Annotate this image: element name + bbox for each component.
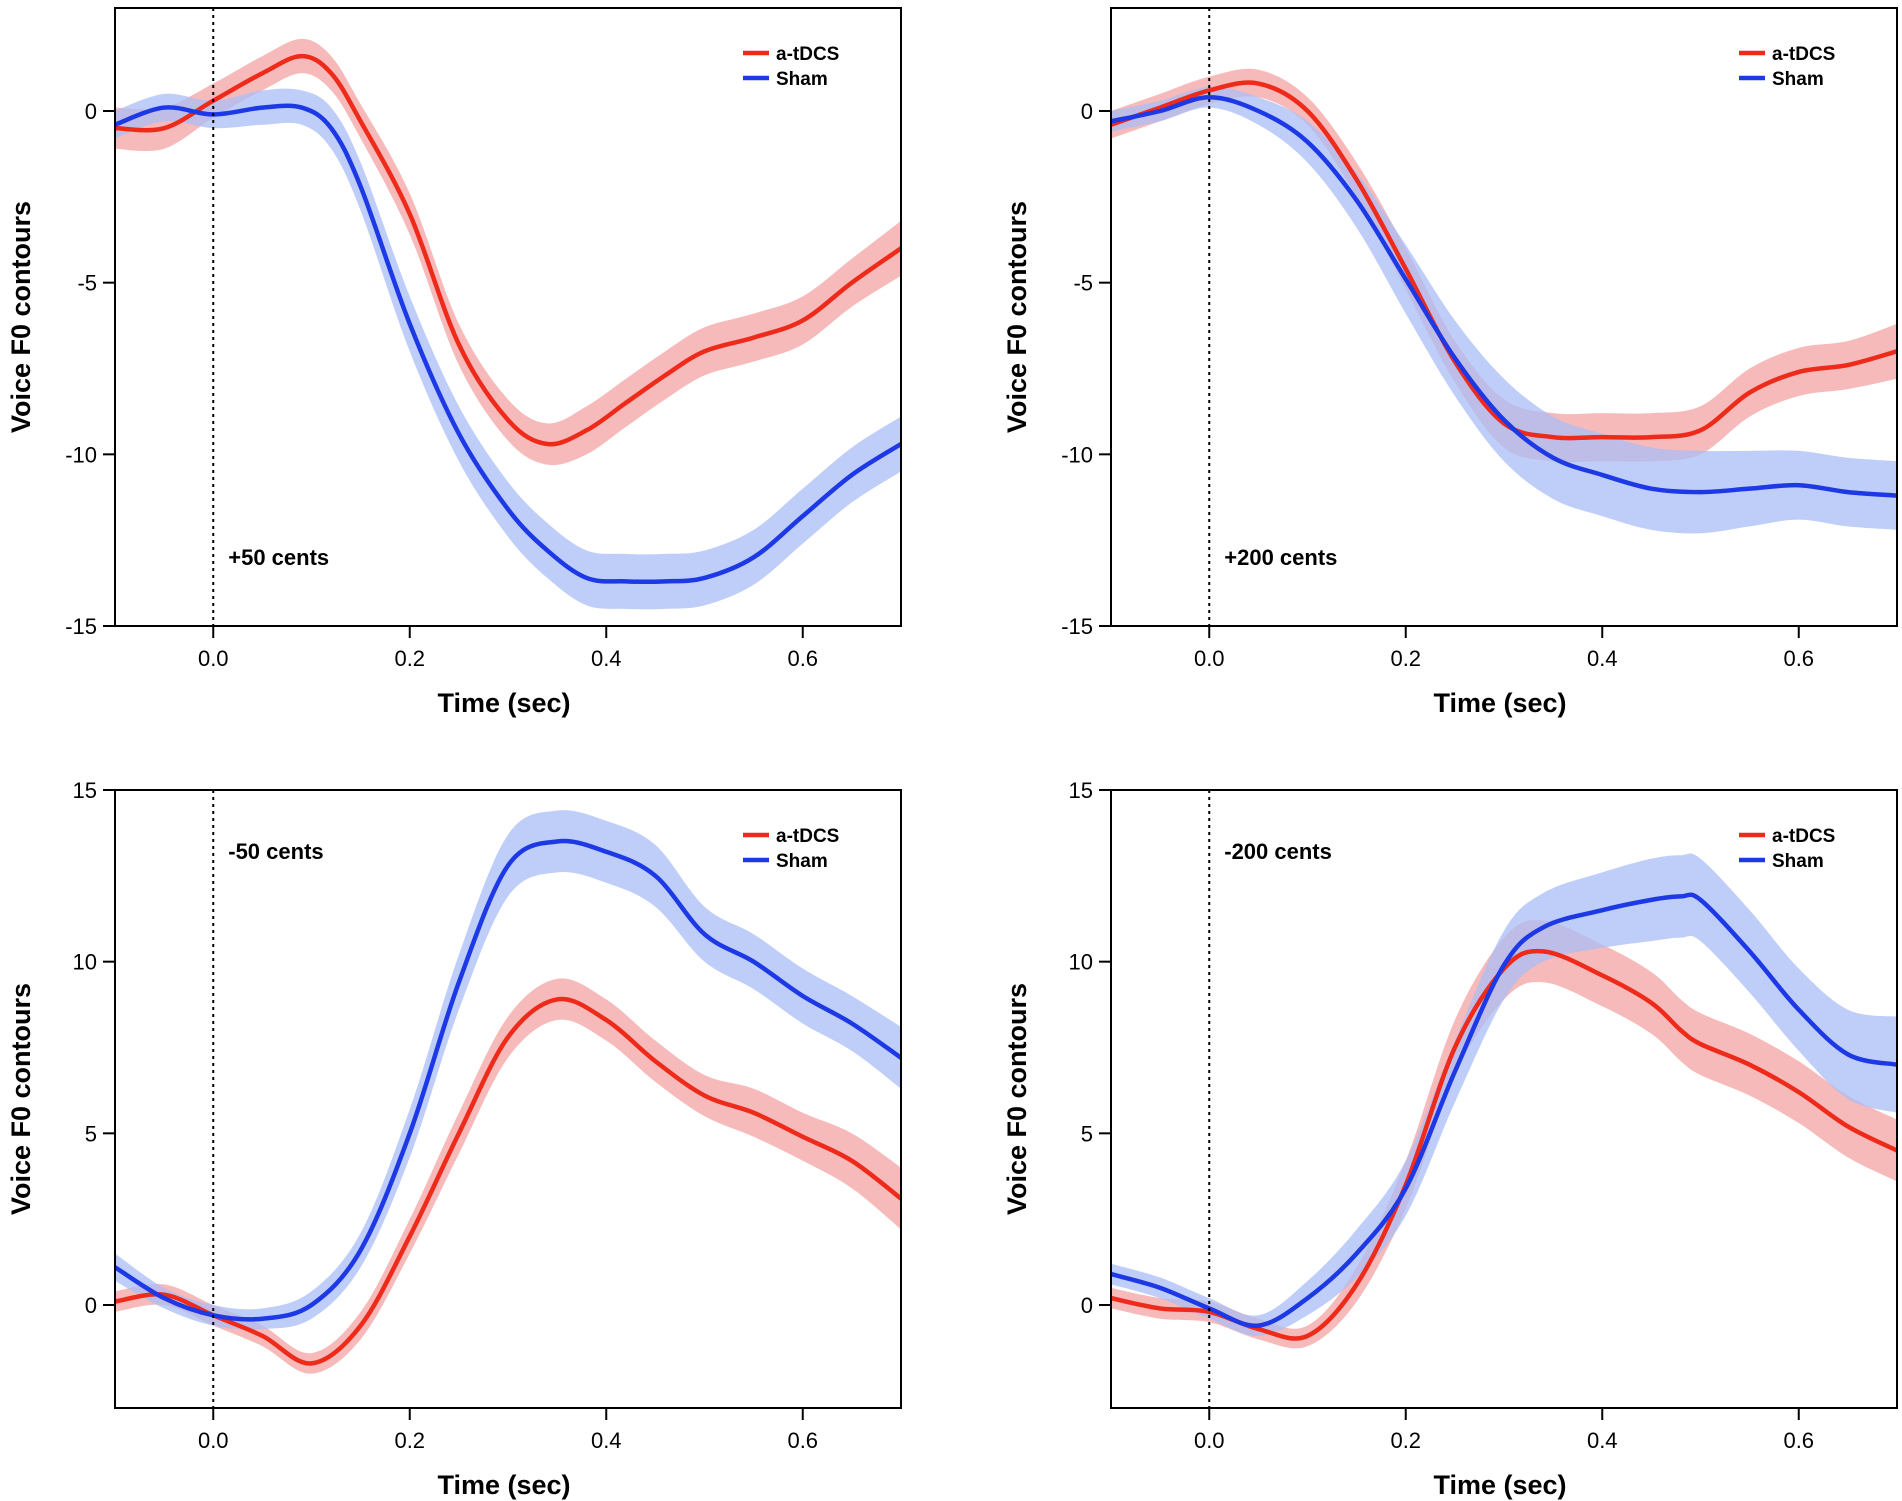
x-tick-label: 0.0 bbox=[1194, 646, 1225, 671]
plot-frame bbox=[114, 789, 902, 1409]
x-tick-label: 0.4 bbox=[1587, 646, 1618, 671]
x-tick-label: 0.0 bbox=[198, 646, 229, 671]
y-tick-label: 15 bbox=[73, 778, 97, 803]
legend: a-tDCS Sham bbox=[743, 826, 839, 872]
legend-label: Sham bbox=[1772, 851, 1824, 872]
x-axis-title: Time (sec) bbox=[437, 688, 570, 718]
error-band-sham bbox=[115, 88, 901, 610]
y-axis-title: Voice F0 contours bbox=[1002, 983, 1032, 1215]
condition-annotation: +200 cents bbox=[1224, 545, 1337, 570]
legend-label: Sham bbox=[1772, 69, 1824, 90]
plot-area bbox=[1111, 68, 1897, 534]
series-line-sham bbox=[115, 838, 901, 1322]
x-tick-label: 0.2 bbox=[1390, 646, 1421, 671]
series-line-a-tdcs bbox=[115, 996, 901, 1366]
x-tick-label: 0.2 bbox=[394, 1428, 425, 1453]
x-tick-label: 0.6 bbox=[1783, 646, 1814, 671]
y-tick-label: 0 bbox=[85, 1293, 97, 1318]
y-axis-title: Voice F0 contours bbox=[6, 201, 36, 433]
legend-label: Sham bbox=[776, 851, 828, 872]
x-tick-label: 0.0 bbox=[198, 1428, 229, 1453]
y-tick-label: 0 bbox=[85, 99, 97, 124]
plot-frame bbox=[114, 7, 902, 627]
legend: a-tDCS Sham bbox=[1739, 44, 1835, 90]
error-band-a-tdcs bbox=[1111, 920, 1897, 1349]
legend-label: a-tDCS bbox=[776, 826, 839, 847]
x-tick-label: 0.4 bbox=[1587, 1428, 1618, 1453]
y-tick-label: 0 bbox=[1081, 1293, 1093, 1318]
condition-annotation: -50 cents bbox=[228, 839, 323, 864]
plot-area bbox=[1111, 853, 1897, 1349]
series-line-sham bbox=[1111, 95, 1897, 498]
legend-label: Sham bbox=[776, 69, 828, 90]
x-tick-label: 0.6 bbox=[787, 646, 818, 671]
x-tick-label: 0.0 bbox=[1194, 1428, 1225, 1453]
plot-area bbox=[115, 810, 901, 1374]
x-tick-label: 0.4 bbox=[591, 1428, 622, 1453]
x-tick-label: 0.4 bbox=[591, 646, 622, 671]
series-line-sham bbox=[1111, 892, 1897, 1328]
y-tick-label: -15 bbox=[1061, 614, 1093, 639]
plot-frame bbox=[1110, 789, 1898, 1409]
y-tick-label: 15 bbox=[1069, 778, 1093, 803]
y-tick-label: -5 bbox=[1073, 271, 1093, 296]
condition-annotation: -200 cents bbox=[1224, 839, 1332, 864]
y-axis-title: Voice F0 contours bbox=[6, 983, 36, 1215]
error-band-sham bbox=[1111, 86, 1897, 534]
y-tick-label: -15 bbox=[65, 614, 97, 639]
panel-bottom-right: 0 5 10 15 0.0 0.2 0.4 0.6 Time (sec) Voice F0 con… bbox=[1002, 778, 1898, 1500]
error-band-a-tdcs bbox=[115, 38, 901, 466]
x-tick-label: 0.6 bbox=[787, 1428, 818, 1453]
error-band-sham bbox=[1111, 853, 1897, 1336]
y-axis-title: Voice F0 contours bbox=[1002, 201, 1032, 433]
series-line-sham bbox=[115, 103, 901, 585]
x-axis-title: Time (sec) bbox=[437, 1470, 570, 1500]
legend: a-tDCS Sham bbox=[1739, 826, 1835, 872]
x-tick-label: 0.6 bbox=[1783, 1428, 1814, 1453]
plot-frame bbox=[1110, 7, 1898, 627]
y-tick-label: 5 bbox=[85, 1121, 97, 1146]
y-tick-label: 0 bbox=[1081, 99, 1093, 124]
error-band-sham bbox=[115, 810, 901, 1330]
y-tick-label: 5 bbox=[1081, 1121, 1093, 1146]
y-tick-label: 10 bbox=[73, 950, 97, 975]
legend-label: a-tDCS bbox=[776, 44, 839, 65]
legend-label: a-tDCS bbox=[1772, 44, 1835, 65]
x-axis-title: Time (sec) bbox=[1433, 688, 1566, 718]
condition-annotation: +50 cents bbox=[228, 545, 329, 570]
series-line-a-tdcs bbox=[1111, 80, 1897, 441]
legend-label: a-tDCS bbox=[1772, 826, 1835, 847]
panel-top-right: 0 -5 -10 -15 0.0 0.2 0.4 0.6 Time (sec) Voice F0 … bbox=[1002, 7, 1898, 718]
legend: a-tDCS Sham bbox=[743, 44, 839, 90]
error-band-a-tdcs bbox=[115, 978, 901, 1374]
x-tick-label: 0.2 bbox=[1390, 1428, 1421, 1453]
plot-area bbox=[115, 38, 901, 610]
panel-top-left: 0 -5 -10 -15 0.0 0.2 0.4 0.6 Time (sec) Voice F0 … bbox=[6, 7, 902, 718]
y-tick-label: -5 bbox=[77, 271, 97, 296]
y-tick-label: -10 bbox=[65, 442, 97, 467]
series-line-a-tdcs bbox=[115, 53, 901, 447]
y-tick-label: 10 bbox=[1069, 950, 1093, 975]
panel-bottom-left: 0 5 10 15 0.0 0.2 0.4 0.6 Time (sec) Voice F0 con… bbox=[6, 778, 902, 1500]
y-tick-label: -10 bbox=[1061, 442, 1093, 467]
x-axis-title: Time (sec) bbox=[1433, 1470, 1566, 1500]
x-tick-label: 0.2 bbox=[394, 646, 425, 671]
